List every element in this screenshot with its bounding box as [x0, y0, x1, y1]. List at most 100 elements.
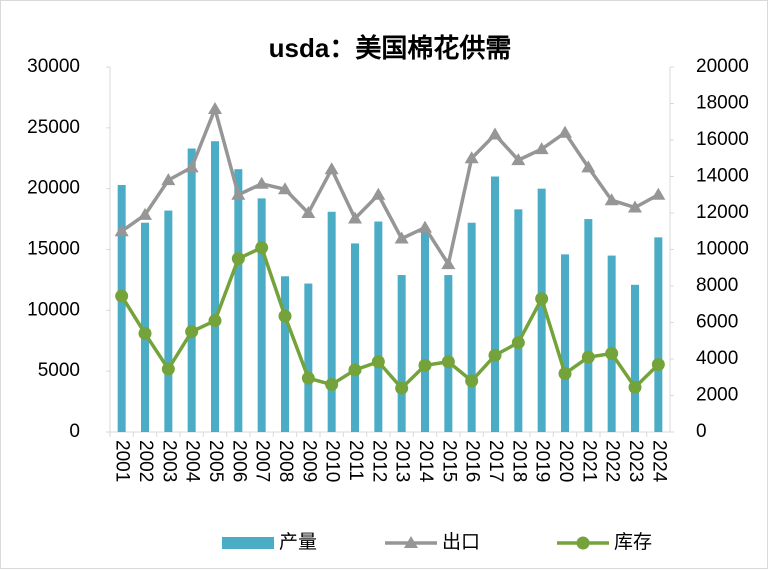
legend-item: 产量 [222, 531, 317, 553]
x-tick-label: 2024 [648, 440, 669, 483]
bar [211, 141, 219, 432]
point [558, 125, 572, 138]
point [301, 371, 315, 385]
bar [397, 275, 406, 432]
point [161, 362, 175, 376]
x-tick-label: 2022 [602, 440, 623, 482]
point [231, 252, 245, 266]
x-tick-label: 2001 [112, 440, 133, 482]
point [231, 187, 246, 200]
y2-tick-label: 16000 [696, 129, 749, 150]
point [184, 160, 199, 173]
point [465, 374, 479, 388]
x-tick-label: 2009 [298, 440, 319, 482]
point [511, 336, 525, 350]
bar [234, 169, 243, 432]
x-tick-label: 2015 [438, 440, 459, 482]
x-tick-label: 2002 [135, 440, 156, 482]
point [418, 358, 432, 372]
bar [584, 219, 593, 432]
bar [327, 211, 336, 432]
point [581, 160, 596, 173]
point [115, 289, 129, 303]
bar [351, 243, 359, 432]
point [371, 355, 385, 369]
point [441, 355, 455, 369]
bar [187, 148, 196, 432]
point [488, 127, 502, 140]
x-tick-label: 2012 [368, 440, 389, 482]
bar [654, 237, 663, 432]
point [628, 380, 642, 394]
bar [164, 210, 173, 432]
point [348, 363, 362, 377]
point [418, 220, 432, 233]
x-tick-label: 2018 [508, 440, 529, 482]
point [534, 142, 549, 155]
bar [467, 222, 476, 432]
x-tick-label: 2004 [182, 440, 203, 483]
x-tick-label: 2021 [578, 440, 599, 482]
point [185, 325, 199, 339]
line [120, 103, 660, 269]
x-tick-label: 2013 [392, 440, 413, 482]
bar [117, 185, 126, 432]
x-tick-label: 2011 [345, 440, 366, 481]
y-tick-label: 20000 [27, 178, 80, 199]
point [138, 326, 152, 340]
y2-tick-label: 18000 [696, 93, 749, 114]
bar [281, 276, 289, 432]
point [138, 207, 152, 220]
bar [514, 209, 523, 432]
y2-tick-label: 10000 [696, 239, 749, 260]
point [394, 231, 409, 244]
bar [257, 198, 266, 432]
x-tick-label: 2017 [485, 440, 506, 482]
bar [561, 254, 569, 432]
point [535, 292, 549, 306]
x-tick-label: 2005 [205, 440, 226, 482]
x-tick-label: 2008 [275, 440, 296, 482]
y2-tick-label: 8000 [696, 275, 738, 296]
y-tick-label: 0 [69, 421, 80, 442]
x-tick-label: 2014 [415, 440, 436, 483]
point [581, 350, 595, 364]
point [371, 187, 386, 200]
y2-tick-label: 14000 [696, 166, 749, 187]
point [208, 101, 222, 114]
point [278, 182, 292, 195]
y-tick-label: 30000 [27, 56, 80, 77]
point [511, 153, 526, 166]
point [161, 173, 176, 186]
y2-tick-label: 2000 [696, 385, 738, 406]
point [464, 151, 479, 164]
y-tick-label: 10000 [27, 299, 80, 320]
x-tick-label: 2003 [158, 440, 179, 482]
point [348, 211, 362, 224]
bar [421, 232, 429, 432]
point [208, 314, 222, 328]
point [651, 187, 666, 200]
point [254, 176, 269, 189]
point [604, 193, 619, 206]
legend-marker [576, 536, 590, 550]
x-tick-label: 2006 [228, 440, 249, 482]
x-tick-label: 2010 [322, 440, 343, 482]
bar [491, 176, 499, 432]
bar [304, 283, 313, 432]
point [114, 224, 129, 237]
y2-tick-label: 6000 [696, 312, 738, 333]
y2-tick-label: 20000 [696, 56, 749, 77]
legend-label: 出口 [442, 531, 480, 553]
point [605, 347, 619, 361]
point [651, 357, 665, 371]
y2-tick-label: 0 [696, 421, 707, 442]
x-tick-label: 2016 [462, 440, 483, 482]
y-tick-label: 15000 [27, 239, 80, 260]
x-tick-label: 2007 [252, 440, 273, 482]
y-tick-label: 25000 [27, 117, 80, 138]
point [325, 378, 339, 392]
point [441, 257, 456, 270]
